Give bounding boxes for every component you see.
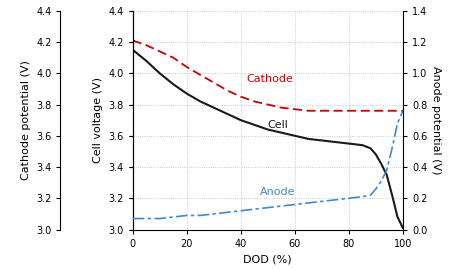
Y-axis label: Cathode potential (V): Cathode potential (V) <box>20 60 30 180</box>
Text: Cathode: Cathode <box>246 74 293 84</box>
Text: Cell: Cell <box>268 120 289 130</box>
Y-axis label: Cell voltage (V): Cell voltage (V) <box>93 77 103 163</box>
Text: Anode: Anode <box>260 187 295 197</box>
Y-axis label: Anode potential (V): Anode potential (V) <box>431 66 441 174</box>
X-axis label: DOD (%): DOD (%) <box>244 254 292 264</box>
